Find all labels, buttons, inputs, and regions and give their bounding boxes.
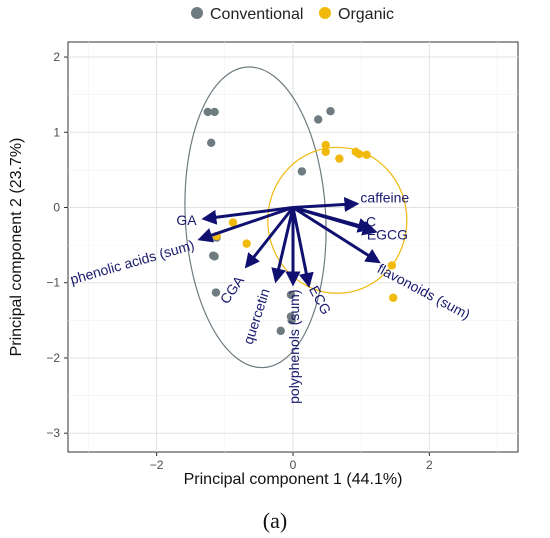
point-conventional	[210, 107, 219, 117]
loading-arrow-egcg	[292, 206, 378, 236]
loading-arrow-flavonoids-sum	[292, 206, 381, 264]
legend-marker-organic	[319, 7, 331, 19]
panel-label: (a)	[263, 508, 287, 533]
loading-label-polyphenols-sum: polyphenols (sum)	[286, 289, 302, 403]
point-organic	[387, 261, 397, 270]
point-organic	[321, 140, 330, 150]
loading-arrow-ga	[201, 206, 294, 225]
point-organic	[321, 147, 330, 157]
y-tick-label: −3	[46, 426, 60, 440]
group-ellipses	[184, 66, 408, 369]
axis-ticks: −2 0 2 2 1 0 −1 −2 −3	[46, 50, 433, 472]
y-tick-label: 1	[53, 125, 60, 139]
ellipse-organic	[267, 146, 408, 294]
data-points	[203, 107, 398, 336]
point-organic	[228, 218, 238, 227]
loading-arrow-cga	[244, 206, 295, 269]
x-axis-title: Principal component 1 (44.1%)	[184, 471, 403, 488]
point-conventional	[326, 107, 335, 116]
legend-marker-conventional	[191, 7, 203, 19]
y-tick-label: −1	[46, 276, 60, 290]
point-organic	[354, 149, 364, 159]
loading-label-egcg: EGCG	[367, 227, 408, 243]
loading-label-ga: GA	[176, 212, 197, 228]
ellipse-conventional	[184, 66, 327, 369]
point-conventional	[206, 138, 216, 148]
y-tick-label: 2	[53, 50, 60, 64]
point-conventional	[297, 167, 307, 176]
point-organic	[362, 150, 371, 160]
point-conventional	[276, 326, 285, 336]
legend-label-organic: Organic	[338, 6, 394, 23]
y-axis-title: Principal component 2 (23.7%)	[8, 138, 25, 357]
y-tick-label: 0	[53, 201, 60, 215]
point-conventional	[203, 107, 212, 117]
legend-label-conventional: Conventional	[210, 6, 303, 23]
point-organic	[242, 239, 251, 248]
loading-arrow-quercetin	[271, 207, 295, 284]
point-organic	[389, 293, 398, 302]
loading-arrow-ecg	[291, 207, 314, 288]
legend: Conventional Organic	[191, 6, 394, 23]
loading-arrow-caffeine	[292, 196, 360, 212]
grid	[68, 42, 518, 452]
x-tick-label: 0	[290, 458, 297, 472]
x-tick-label: −2	[150, 458, 164, 472]
point-conventional	[314, 115, 323, 124]
x-tick-label: 2	[426, 458, 433, 472]
y-tick-label: −2	[46, 351, 60, 365]
point-organic	[335, 154, 344, 163]
loading-label-caffeine: caffeine	[360, 190, 409, 206]
point-conventional	[286, 290, 296, 299]
point-conventional	[287, 316, 296, 325]
loading-arrow-phenolic-acids-sum	[197, 206, 294, 243]
point-conventional	[210, 252, 219, 261]
point-conventional	[211, 288, 221, 297]
